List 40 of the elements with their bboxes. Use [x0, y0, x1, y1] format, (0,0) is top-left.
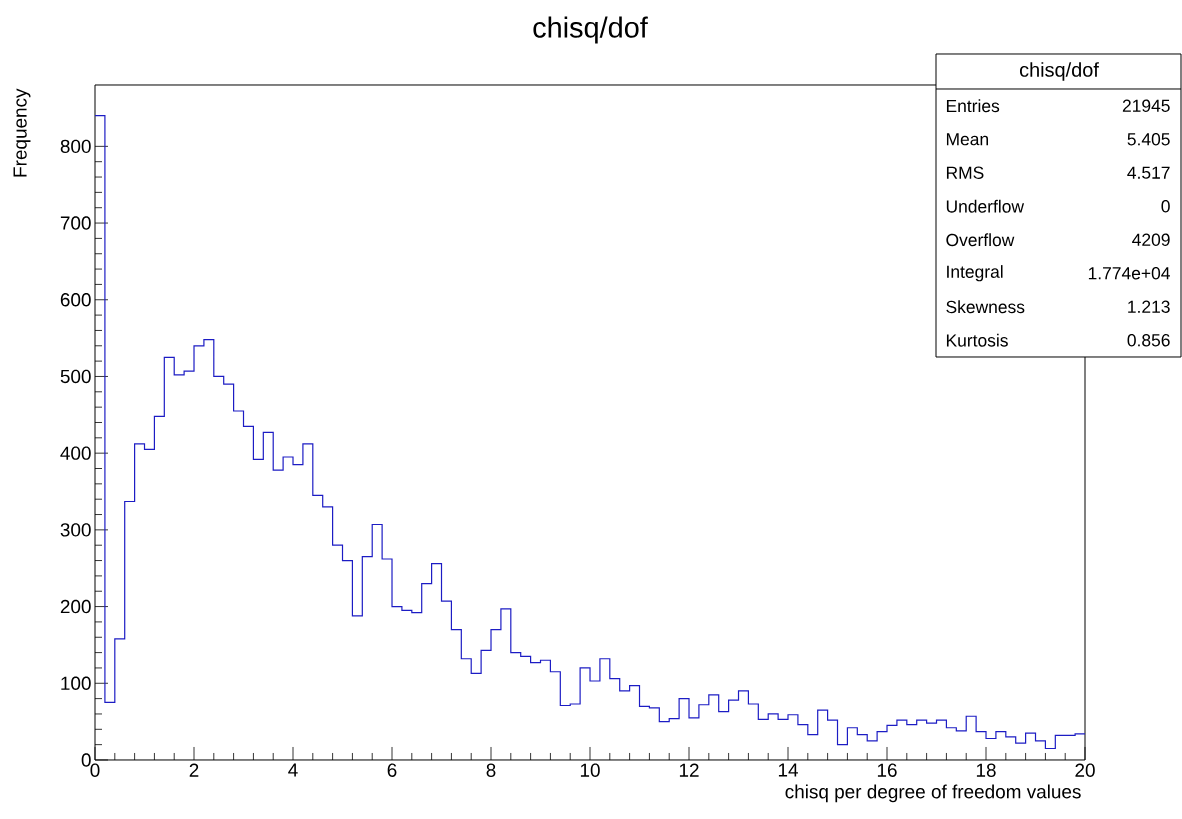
- y-tick-label: 800: [60, 139, 91, 154]
- x-axis-title: chisq per degree of freedom values: [785, 784, 1081, 803]
- text: 4209: [1132, 233, 1170, 246]
- y-axis-title: Frequency: [13, 88, 31, 177]
- y-tick-label: 700: [60, 216, 91, 230]
- x-tick-label: 18: [976, 763, 996, 777]
- text: chisq/dof: [1019, 62, 1099, 81]
- y-tick-label: 100: [61, 676, 91, 690]
- annotation: Underflow: [946, 199, 1025, 213]
- text: 0.856: [1127, 334, 1170, 347]
- text: 21945: [1122, 99, 1170, 112]
- x-tick-label: 4: [288, 763, 298, 777]
- y-tick-label: 600: [60, 293, 91, 307]
- x-tick-label: 12: [679, 763, 699, 777]
- text: 5.405: [1127, 133, 1170, 146]
- text: 0: [1161, 200, 1170, 213]
- y-tick-label: 500: [60, 369, 91, 384]
- x-tick-label: 14: [778, 763, 798, 777]
- x-tick-label: 0: [90, 763, 100, 777]
- annotation: Overflow: [946, 233, 1015, 247]
- text: 1.774e+04: [1088, 267, 1170, 280]
- x-tick-label: 6: [387, 763, 397, 777]
- annotation: Skewness: [946, 300, 1025, 314]
- x-tick-label: 10: [580, 763, 600, 777]
- annotation: RMS: [946, 166, 984, 179]
- annotation: Kurtosis: [946, 333, 1008, 347]
- text: 1.213: [1128, 300, 1170, 313]
- chart-title: chisq/dof: [533, 16, 648, 44]
- x-tick-label: 20: [1075, 763, 1095, 777]
- text: 4.517: [1127, 166, 1170, 179]
- y-tick-label: 300: [60, 523, 91, 537]
- annotation: Entries: [946, 99, 1000, 113]
- y-tick-label: 200: [60, 599, 91, 614]
- x-tick-label: 8: [486, 763, 496, 777]
- x-tick-label: 16: [877, 763, 897, 777]
- annotation: Integral: [947, 265, 1003, 282]
- y-tick-label: 400: [60, 446, 91, 460]
- y-tick-label: 0: [81, 753, 91, 767]
- annotation: Mean: [946, 133, 988, 146]
- x-tick-label: 2: [189, 763, 199, 777]
